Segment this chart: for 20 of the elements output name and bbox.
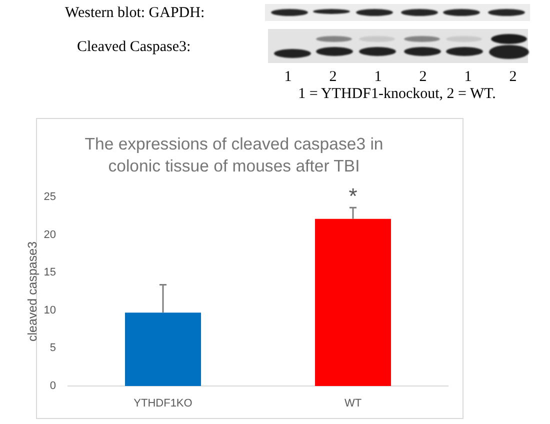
text: Cleaved Caspase3: xyxy=(77,38,191,56)
text: 1 xyxy=(464,68,472,86)
y-tick-label: 20 xyxy=(44,228,56,241)
text: 2 xyxy=(509,68,517,86)
x-tick-label: WT xyxy=(344,398,362,410)
chart-title: The expressions of cleaved caspase3 in colonic tissue of mouses after TBI xyxy=(84,134,384,176)
y-axis-title: cleaved caspase3 xyxy=(25,241,40,342)
text: 2 xyxy=(329,68,337,86)
y-tick-label: 10 xyxy=(44,304,56,316)
y-tick-label: 25 xyxy=(44,191,56,204)
text: 1 = YTHDF1-knockout, 2 = WT. xyxy=(298,85,496,103)
y-tick-label: 5 xyxy=(50,342,56,354)
y-tick-label: 15 xyxy=(44,266,56,279)
y-tick-label: 0 xyxy=(50,380,56,392)
text: 2 xyxy=(419,68,427,86)
text: 1 xyxy=(374,68,382,86)
annotation: * xyxy=(348,184,358,209)
x-tick-label: YTHDF1KO xyxy=(134,398,193,410)
text: 1 xyxy=(284,68,292,86)
text: Western blot: GAPDH: xyxy=(65,4,205,22)
